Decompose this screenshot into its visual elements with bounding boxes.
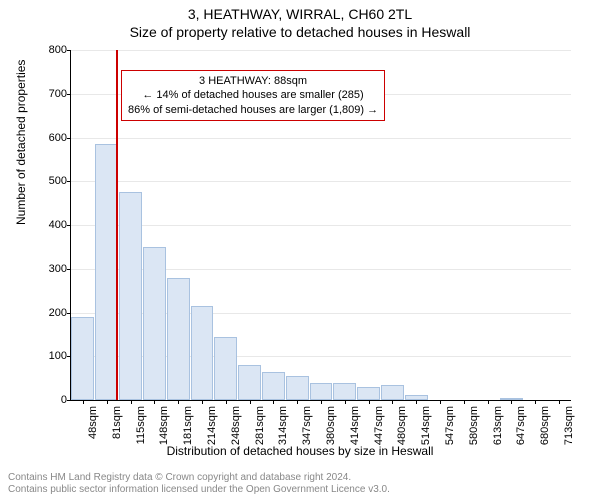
xtick-mark — [321, 400, 322, 404]
xtick-label: 647sqm — [515, 406, 527, 445]
xtick-label: 680sqm — [539, 406, 551, 445]
histogram-bar — [381, 385, 404, 400]
annotation-box: 3 HEATHWAY: 88sqm← 14% of detached house… — [121, 70, 385, 121]
annotation-line: 3 HEATHWAY: 88sqm — [128, 74, 378, 88]
xtick-label: 81sqm — [111, 406, 123, 439]
ytick-label: 400 — [49, 219, 67, 231]
xtick-label: 613sqm — [492, 406, 504, 445]
xtick-mark — [226, 400, 227, 404]
ytick-label: 200 — [49, 307, 67, 319]
histogram-bar — [262, 372, 285, 400]
histogram-bar — [95, 144, 118, 400]
gridline — [71, 138, 571, 139]
x-axis-label: Distribution of detached houses by size … — [0, 444, 600, 458]
page-subtitle: Size of property relative to detached ho… — [0, 24, 600, 40]
attribution-text: Contains HM Land Registry data © Crown c… — [8, 472, 390, 496]
chart-area: 010020030040050060070080048sqm81sqm115sq… — [70, 50, 570, 400]
attribution-line: Contains public sector information licen… — [8, 484, 390, 496]
xtick-label: 115sqm — [135, 406, 147, 444]
gridline — [71, 225, 571, 226]
xtick-label: 447sqm — [373, 406, 385, 445]
xtick-label: 214sqm — [206, 406, 218, 445]
xtick-mark — [369, 400, 370, 404]
xtick-label: 347sqm — [301, 406, 313, 445]
histogram-bar — [286, 376, 309, 400]
ytick-mark — [67, 94, 71, 95]
xtick-mark — [488, 400, 489, 404]
y-axis-label: Number of detached properties — [14, 60, 28, 225]
xtick-mark — [297, 400, 298, 404]
xtick-label: 547sqm — [444, 406, 456, 445]
xtick-mark — [392, 400, 393, 404]
ytick-label: 100 — [49, 350, 67, 362]
ytick-label: 800 — [49, 44, 67, 56]
gridline — [71, 50, 571, 51]
histogram-bar — [357, 387, 380, 400]
ytick-mark — [67, 50, 71, 51]
histogram-bar — [238, 365, 261, 400]
xtick-mark — [345, 400, 346, 404]
ytick-label: 300 — [49, 263, 67, 275]
xtick-label: 480sqm — [396, 406, 408, 445]
histogram-bar — [333, 383, 356, 401]
ytick-mark — [67, 313, 71, 314]
xtick-label: 281sqm — [254, 406, 266, 445]
xtick-mark — [511, 400, 512, 404]
ytick-mark — [67, 269, 71, 270]
histogram-bar — [214, 337, 237, 400]
xtick-label: 181sqm — [182, 406, 194, 445]
xtick-mark — [154, 400, 155, 404]
gridline — [71, 181, 571, 182]
histogram-bar — [143, 247, 166, 400]
xtick-label: 580sqm — [468, 406, 480, 445]
histogram-bar — [71, 317, 94, 400]
histogram-bar — [119, 192, 142, 400]
xtick-mark — [464, 400, 465, 404]
xtick-label: 148sqm — [158, 406, 170, 445]
xtick-label: 48sqm — [87, 406, 99, 439]
xtick-label: 514sqm — [420, 406, 432, 445]
xtick-label: 248sqm — [230, 406, 242, 445]
xtick-mark — [107, 400, 108, 404]
ytick-mark — [67, 225, 71, 226]
xtick-mark — [83, 400, 84, 404]
xtick-mark — [559, 400, 560, 404]
ytick-label: 700 — [49, 88, 67, 100]
xtick-label: 314sqm — [277, 406, 289, 445]
xtick-mark — [535, 400, 536, 404]
xtick-mark — [416, 400, 417, 404]
xtick-label: 414sqm — [349, 406, 361, 445]
ytick-label: 0 — [61, 394, 67, 406]
page-title: 3, HEATHWAY, WIRRAL, CH60 2TL — [0, 6, 600, 22]
xtick-mark — [178, 400, 179, 404]
ytick-label: 500 — [49, 175, 67, 187]
attribution-line: Contains HM Land Registry data © Crown c… — [8, 472, 390, 484]
xtick-label: 713sqm — [563, 406, 575, 445]
xtick-mark — [131, 400, 132, 404]
histogram-bar — [310, 383, 333, 401]
ytick-mark — [67, 138, 71, 139]
ytick-mark — [67, 400, 71, 401]
xtick-mark — [273, 400, 274, 404]
xtick-label: 380sqm — [325, 406, 337, 445]
annotation-line: ← 14% of detached houses are smaller (28… — [128, 88, 378, 102]
xtick-mark — [202, 400, 203, 404]
ytick-label: 600 — [49, 132, 67, 144]
ytick-mark — [67, 356, 71, 357]
histogram-bar — [191, 306, 214, 400]
ytick-mark — [67, 181, 71, 182]
marker-line — [116, 50, 118, 400]
xtick-mark — [250, 400, 251, 404]
annotation-line: 86% of semi-detached houses are larger (… — [128, 103, 378, 117]
plot-region: 010020030040050060070080048sqm81sqm115sq… — [70, 50, 571, 401]
histogram-bar — [167, 278, 190, 401]
xtick-mark — [440, 400, 441, 404]
